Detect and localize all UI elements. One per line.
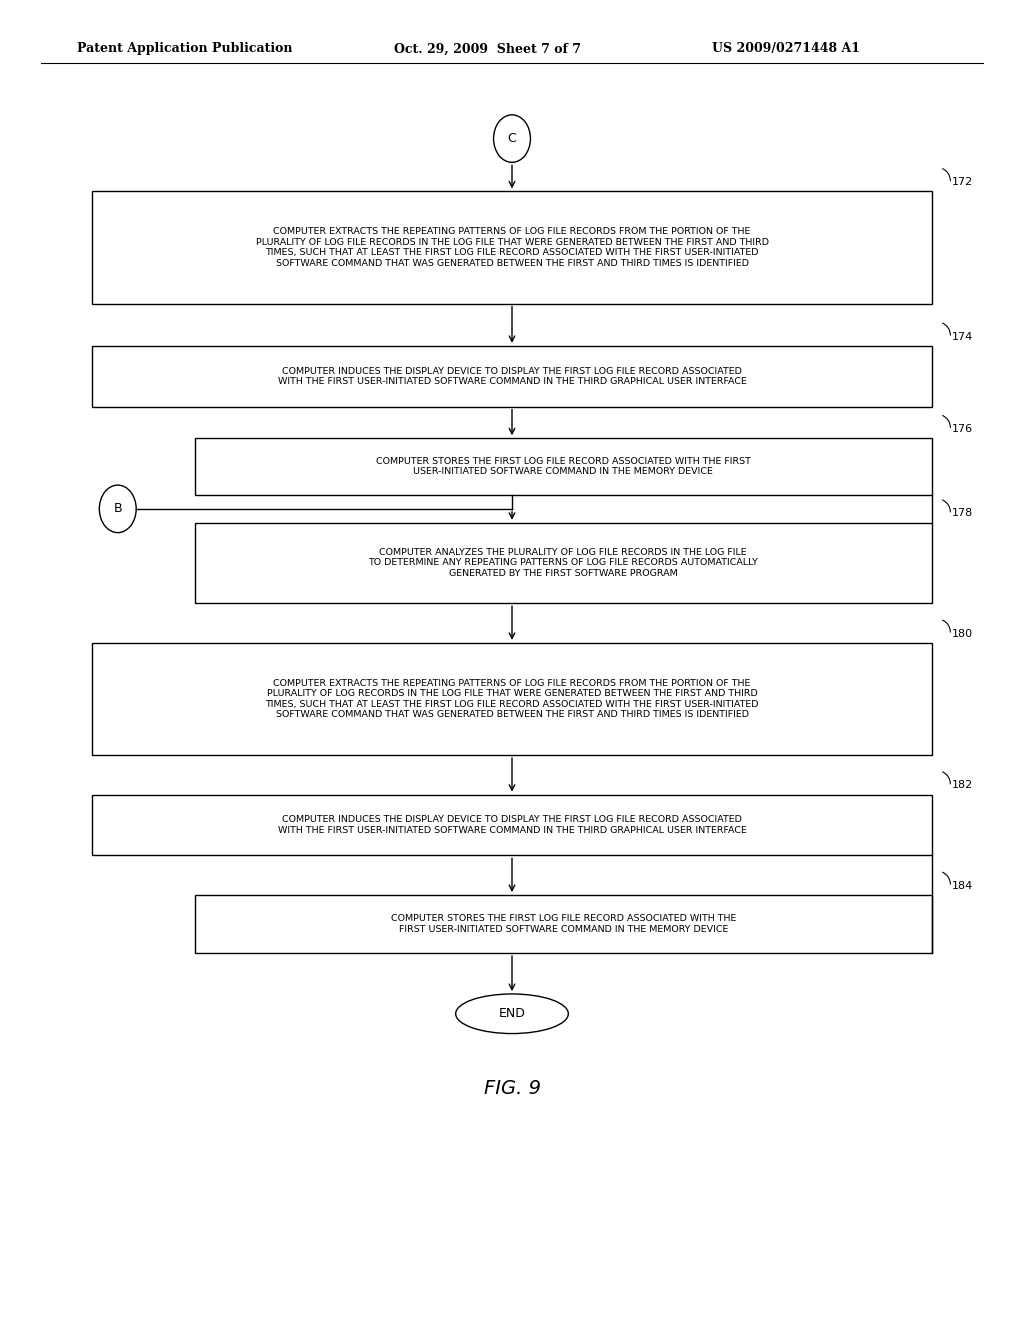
Text: FIG. 9: FIG. 9: [483, 1080, 541, 1098]
Text: COMPUTER STORES THE FIRST LOG FILE RECORD ASSOCIATED WITH THE
FIRST USER-INITIAT: COMPUTER STORES THE FIRST LOG FILE RECOR…: [390, 915, 736, 933]
Text: B: B: [114, 503, 122, 515]
Bar: [195, 523, 932, 603]
Text: COMPUTER INDUCES THE DISPLAY DEVICE TO DISPLAY THE FIRST LOG FILE RECORD ASSOCIA: COMPUTER INDUCES THE DISPLAY DEVICE TO D…: [278, 367, 746, 385]
Text: 174: 174: [952, 331, 974, 342]
Text: 178: 178: [952, 508, 974, 519]
Bar: [92, 346, 932, 407]
Bar: [92, 643, 932, 755]
Text: US 2009/0271448 A1: US 2009/0271448 A1: [712, 42, 860, 55]
Ellipse shape: [456, 994, 568, 1034]
Bar: [195, 895, 932, 953]
Text: COMPUTER EXTRACTS THE REPEATING PATTERNS OF LOG FILE RECORDS FROM THE PORTION OF: COMPUTER EXTRACTS THE REPEATING PATTERNS…: [256, 227, 768, 268]
Bar: [92, 795, 932, 855]
Text: Patent Application Publication: Patent Application Publication: [77, 42, 292, 55]
Text: Oct. 29, 2009  Sheet 7 of 7: Oct. 29, 2009 Sheet 7 of 7: [394, 42, 582, 55]
Bar: [92, 191, 932, 304]
Text: COMPUTER STORES THE FIRST LOG FILE RECORD ASSOCIATED WITH THE FIRST
USER-INITIAT: COMPUTER STORES THE FIRST LOG FILE RECOR…: [376, 457, 751, 477]
Text: 182: 182: [952, 780, 974, 791]
Text: 180: 180: [952, 628, 974, 639]
Text: COMPUTER EXTRACTS THE REPEATING PATTERNS OF LOG FILE RECORDS FROM THE PORTION OF: COMPUTER EXTRACTS THE REPEATING PATTERNS…: [265, 678, 759, 719]
Text: 176: 176: [952, 424, 974, 434]
Text: 184: 184: [952, 880, 974, 891]
Text: C: C: [508, 132, 516, 145]
Text: COMPUTER INDUCES THE DISPLAY DEVICE TO DISPLAY THE FIRST LOG FILE RECORD ASSOCIA: COMPUTER INDUCES THE DISPLAY DEVICE TO D…: [278, 816, 746, 834]
Text: COMPUTER ANALYZES THE PLURALITY OF LOG FILE RECORDS IN THE LOG FILE
TO DETERMINE: COMPUTER ANALYZES THE PLURALITY OF LOG F…: [369, 548, 758, 578]
Text: 172: 172: [952, 177, 974, 187]
Bar: [195, 438, 932, 495]
Text: END: END: [499, 1007, 525, 1020]
